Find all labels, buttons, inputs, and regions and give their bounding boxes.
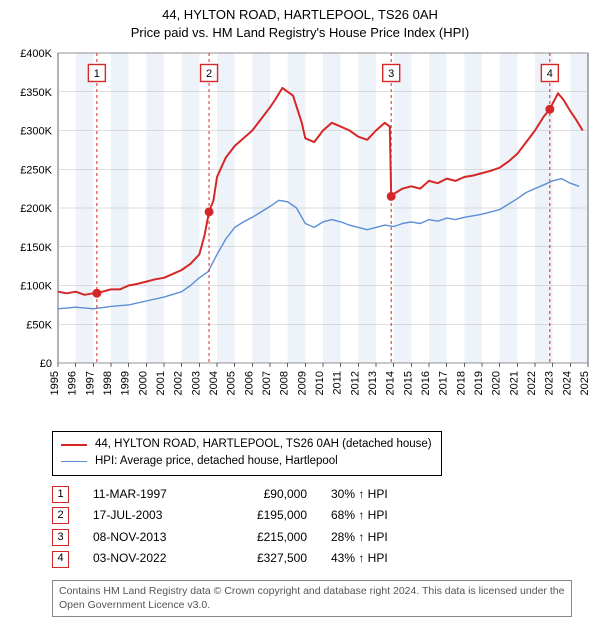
sale-price: £90,000: [227, 484, 307, 506]
chart-area: £0 £50K £100K £150K £200K £250K £300K £350K £400…: [8, 45, 592, 425]
svg-text:2005: 2005: [226, 371, 238, 395]
svg-text:2009: 2009: [296, 371, 308, 395]
svg-text:1995: 1995: [49, 371, 61, 395]
svg-text:2011: 2011: [332, 371, 344, 395]
svg-text:2023: 2023: [544, 371, 556, 395]
svg-text:2006: 2006: [243, 371, 255, 395]
svg-text:£250K: £250K: [20, 164, 52, 176]
figure-container: 44, HYLTON ROAD, HARTLEPOOL, TS26 0AH Pr…: [0, 0, 600, 625]
legend-swatch: [61, 444, 87, 446]
svg-text:2003: 2003: [190, 371, 202, 395]
sale-pct: 43% ↑ HPI: [331, 548, 421, 570]
svg-text:4: 4: [547, 68, 553, 80]
svg-text:2015: 2015: [402, 371, 414, 395]
svg-text:2000: 2000: [137, 371, 149, 395]
legend-label: HPI: Average price, detached house, Hart…: [95, 453, 338, 470]
svg-text:1999: 1999: [120, 371, 132, 395]
title-line-1: 44, HYLTON ROAD, HARTLEPOOL, TS26 0AH: [8, 6, 592, 24]
svg-text:2: 2: [206, 68, 212, 80]
svg-text:£400K: £400K: [20, 48, 52, 60]
sale-price: £327,500: [227, 548, 307, 570]
legend-box: 44, HYLTON ROAD, HARTLEPOOL, TS26 0AH (d…: [52, 431, 442, 476]
svg-text:1996: 1996: [67, 371, 79, 395]
svg-text:£50K: £50K: [26, 319, 52, 331]
svg-text:2008: 2008: [279, 371, 291, 395]
svg-text:2020: 2020: [491, 371, 503, 395]
footnote-text: Contains HM Land Registry data © Crown c…: [59, 585, 564, 611]
svg-text:2013: 2013: [367, 371, 379, 395]
sale-price: £215,000: [227, 527, 307, 549]
marker-dot-1: [92, 289, 101, 298]
svg-text:£350K: £350K: [20, 87, 52, 99]
sales-table: 1 11-MAR-1997 £90,000 30% ↑ HPI 2 17-JUL-2003…: [52, 484, 592, 570]
svg-text:2002: 2002: [173, 371, 185, 395]
legend-row: 44, HYLTON ROAD, HARTLEPOOL, TS26 0AH (d…: [61, 436, 433, 453]
sale-date: 08-NOV-2013: [93, 527, 203, 549]
svg-text:2004: 2004: [208, 371, 220, 395]
sale-pct: 28% ↑ HPI: [331, 527, 421, 549]
svg-text:2022: 2022: [526, 371, 538, 395]
legend-row: HPI: Average price, detached house, Hart…: [61, 453, 433, 470]
sale-date: 03-NOV-2022: [93, 548, 203, 570]
sale-marker-box: 3: [52, 529, 69, 546]
svg-text:2010: 2010: [314, 371, 326, 395]
svg-text:1: 1: [94, 68, 100, 80]
svg-text:2014: 2014: [385, 371, 397, 395]
svg-text:2001: 2001: [155, 371, 167, 395]
svg-text:2024: 2024: [561, 371, 573, 395]
svg-text:£300K: £300K: [20, 126, 52, 138]
svg-text:2018: 2018: [455, 371, 467, 395]
title-line-2: Price paid vs. HM Land Registry's House …: [8, 24, 592, 42]
sales-row: 1 11-MAR-1997 £90,000 30% ↑ HPI: [52, 484, 592, 506]
svg-text:£150K: £150K: [20, 242, 52, 254]
legend-swatch: [61, 461, 87, 462]
sales-row: 2 17-JUL-2003 £195,000 68% ↑ HPI: [52, 505, 592, 527]
svg-text:2016: 2016: [420, 371, 432, 395]
svg-text:1997: 1997: [84, 371, 96, 395]
sale-date: 17-JUL-2003: [93, 505, 203, 527]
svg-text:£200K: £200K: [20, 203, 52, 215]
svg-text:£0: £0: [40, 358, 52, 370]
sale-price: £195,000: [227, 505, 307, 527]
svg-text:2019: 2019: [473, 371, 485, 395]
sales-row: 4 03-NOV-2022 £327,500 43% ↑ HPI: [52, 548, 592, 570]
chart-title: 44, HYLTON ROAD, HARTLEPOOL, TS26 0AH Pr…: [8, 6, 592, 41]
svg-text:£100K: £100K: [20, 281, 52, 293]
marker-dot-3: [387, 192, 396, 201]
svg-text:2025: 2025: [579, 371, 591, 395]
svg-text:2017: 2017: [438, 371, 450, 395]
marker-dot-2: [205, 207, 214, 216]
svg-text:2021: 2021: [508, 371, 520, 395]
sale-marker-box: 2: [52, 507, 69, 524]
svg-text:3: 3: [388, 68, 394, 80]
sale-date: 11-MAR-1997: [93, 484, 203, 506]
footnote-box: Contains HM Land Registry data © Crown c…: [52, 580, 572, 617]
sale-marker-box: 4: [52, 551, 69, 568]
sale-pct: 30% ↑ HPI: [331, 484, 421, 506]
svg-text:2012: 2012: [349, 371, 361, 395]
svg-text:1998: 1998: [102, 371, 114, 395]
sales-row: 3 08-NOV-2013 £215,000 28% ↑ HPI: [52, 527, 592, 549]
marker-dot-4: [545, 105, 554, 114]
legend-label: 44, HYLTON ROAD, HARTLEPOOL, TS26 0AH (d…: [95, 436, 432, 453]
sale-marker-box: 1: [52, 486, 69, 503]
svg-text:2007: 2007: [261, 371, 273, 395]
chart-svg: £0 £50K £100K £150K £200K £250K £300K £350K £400…: [8, 45, 592, 425]
sale-pct: 68% ↑ HPI: [331, 505, 421, 527]
